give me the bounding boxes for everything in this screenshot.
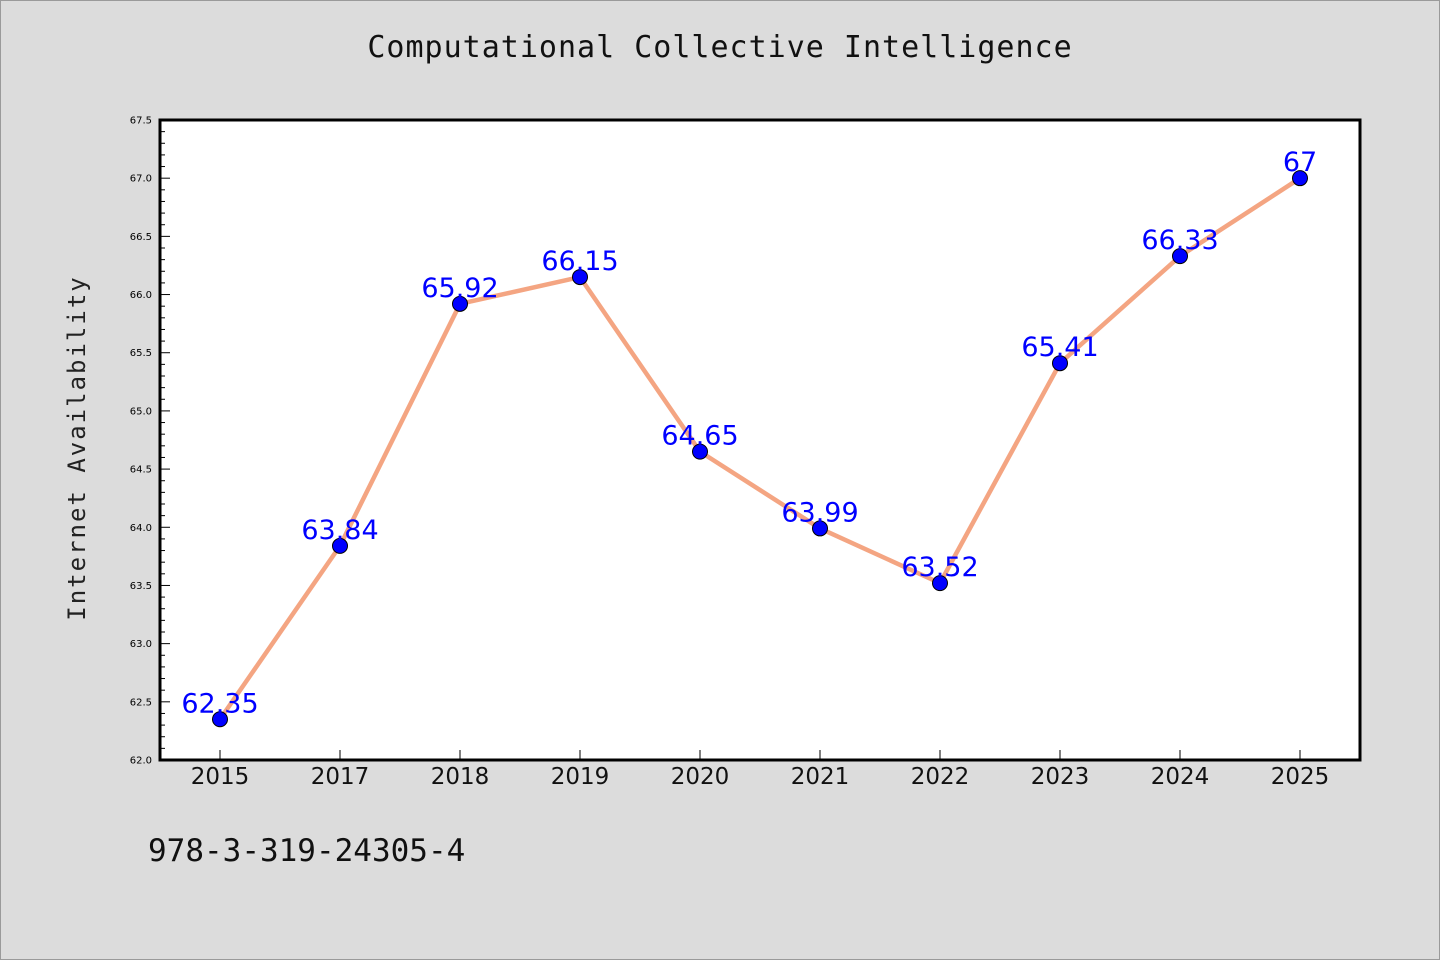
data-point — [1052, 355, 1068, 372]
plot-area — [160, 120, 1360, 760]
data-label: 64.65 — [661, 421, 738, 452]
data-point — [332, 537, 348, 554]
x-tick-label: 2015 — [191, 764, 250, 790]
y-tick-label: 66.0 — [130, 290, 152, 301]
data-label: 62.35 — [181, 688, 258, 719]
data-point — [932, 575, 948, 592]
data-point — [212, 711, 228, 728]
y-tick-label: 64.5 — [130, 465, 152, 476]
data-label: 65.92 — [421, 273, 498, 304]
x-tick-label: 2022 — [911, 764, 970, 790]
data-point — [1172, 248, 1188, 265]
data-label: 66.15 — [541, 246, 618, 277]
data-point — [692, 443, 708, 460]
y-tick-label: 65.5 — [130, 348, 152, 359]
y-tick-label: 62.0 — [130, 756, 152, 767]
x-tick-label: 2024 — [1151, 764, 1210, 790]
y-tick-label: 64.0 — [130, 523, 152, 534]
y-tick-label: 66.5 — [130, 232, 152, 243]
data-label: 65.41 — [1021, 332, 1098, 363]
data-label: 66.33 — [1141, 225, 1218, 256]
data-point — [452, 295, 468, 312]
x-tick-label: 2023 — [1031, 764, 1090, 790]
x-axis: 2015 2017 2018 2019 2020 2021 2022 2023 2024 2025 — [191, 750, 1330, 790]
data-label: 63.84 — [301, 515, 378, 546]
plot-border — [158, 118, 1362, 762]
y-axis-label: Internet Availability — [63, 275, 91, 620]
isbn-text: 978-3-319-24305-4 — [148, 833, 466, 869]
data-point — [812, 520, 828, 537]
x-tick-label: 2018 — [431, 764, 490, 790]
y-tick-label: 63.0 — [130, 639, 152, 650]
data-point — [1292, 170, 1308, 187]
data-label: 67 — [1283, 147, 1317, 178]
y-tick-label: 65.0 — [130, 406, 152, 417]
series-line — [218, 176, 1302, 721]
y-tick-label: 62.5 — [130, 697, 152, 708]
x-tick-label: 2020 — [671, 764, 730, 790]
x-tick-label: 2017 — [311, 764, 370, 790]
y-tick-label: 63.5 — [130, 581, 152, 592]
data-label: 63.52 — [901, 552, 978, 583]
y-tick-label: 67.5 — [130, 116, 152, 127]
data-label: 63.99 — [781, 497, 858, 528]
chart-title: Computational Collective Intelligence — [367, 30, 1073, 65]
data-point — [572, 269, 588, 286]
y-tick-label: 67.0 — [130, 174, 152, 185]
x-tick-label: 2025 — [1271, 764, 1330, 790]
x-tick-label: 2021 — [791, 764, 850, 790]
series-layer: 62.35 63.84 65.92 66.15 64.65 63.99 63.52 65.41… — [181, 147, 1317, 728]
x-tick-label: 2019 — [551, 764, 610, 790]
